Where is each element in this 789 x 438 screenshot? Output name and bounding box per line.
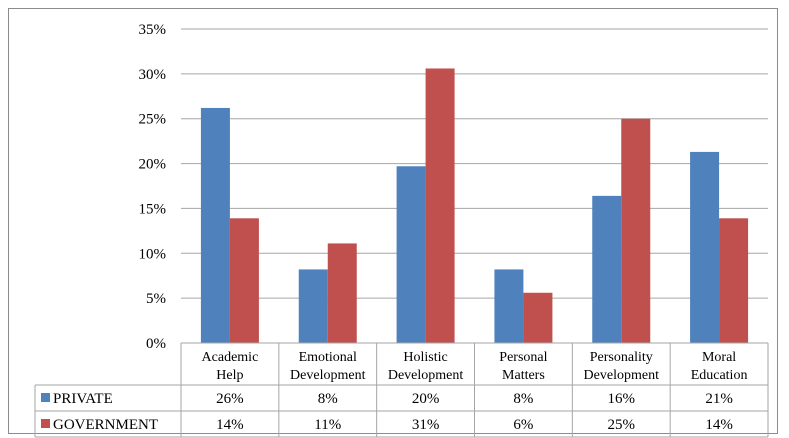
bar-private [200,107,230,343]
category-label: Development [584,368,660,383]
bar-government [425,68,455,343]
y-tick-label: 25% [139,112,167,128]
bar-private [396,166,426,343]
data-label: 21% [705,391,733,407]
data-label: 16% [608,391,636,407]
category-label: Education [691,368,748,383]
y-tick-label: 20% [139,157,167,173]
category-label: Development [388,368,464,383]
category-label: Personal [499,350,547,365]
data-label: 31% [412,417,440,433]
y-tick-label: 10% [139,246,167,262]
category-label: Matters [502,368,545,383]
bar-private [298,269,328,343]
data-label: 26% [216,391,244,407]
legend-key-government [41,419,50,428]
category-label: Help [216,368,243,383]
bar-private [494,269,524,343]
y-tick-label: 0% [146,336,166,352]
category-label: Academic [202,350,259,365]
category-label: Development [290,368,366,383]
legend-key-private [41,393,50,402]
legend-label: PRIVATE [53,391,113,407]
category-label: Holistic [403,350,447,365]
bar-government [327,243,357,343]
legend-label: GOVERNMENT [53,417,158,433]
y-tick-label: 5% [146,291,166,307]
bar-government [719,218,749,343]
data-label: 11% [314,417,341,433]
data-label: 6% [513,417,533,433]
data-label: 14% [705,417,733,433]
y-tick-label: 15% [139,201,167,217]
data-label: 8% [513,391,533,407]
data-label: 20% [412,391,440,407]
category-label: Moral [702,350,736,365]
bar-government [621,118,651,343]
bar-private [690,151,720,343]
bar-government [229,218,259,343]
bar-private [592,195,622,343]
y-tick-label: 30% [139,67,167,83]
category-label: Personality [590,350,653,365]
data-label: 25% [608,417,636,433]
category-label: Emotional [299,350,357,365]
data-label: 8% [318,391,338,407]
y-tick-label: 35% [139,22,167,38]
bar-government [523,292,553,343]
data-label: 14% [216,417,244,433]
